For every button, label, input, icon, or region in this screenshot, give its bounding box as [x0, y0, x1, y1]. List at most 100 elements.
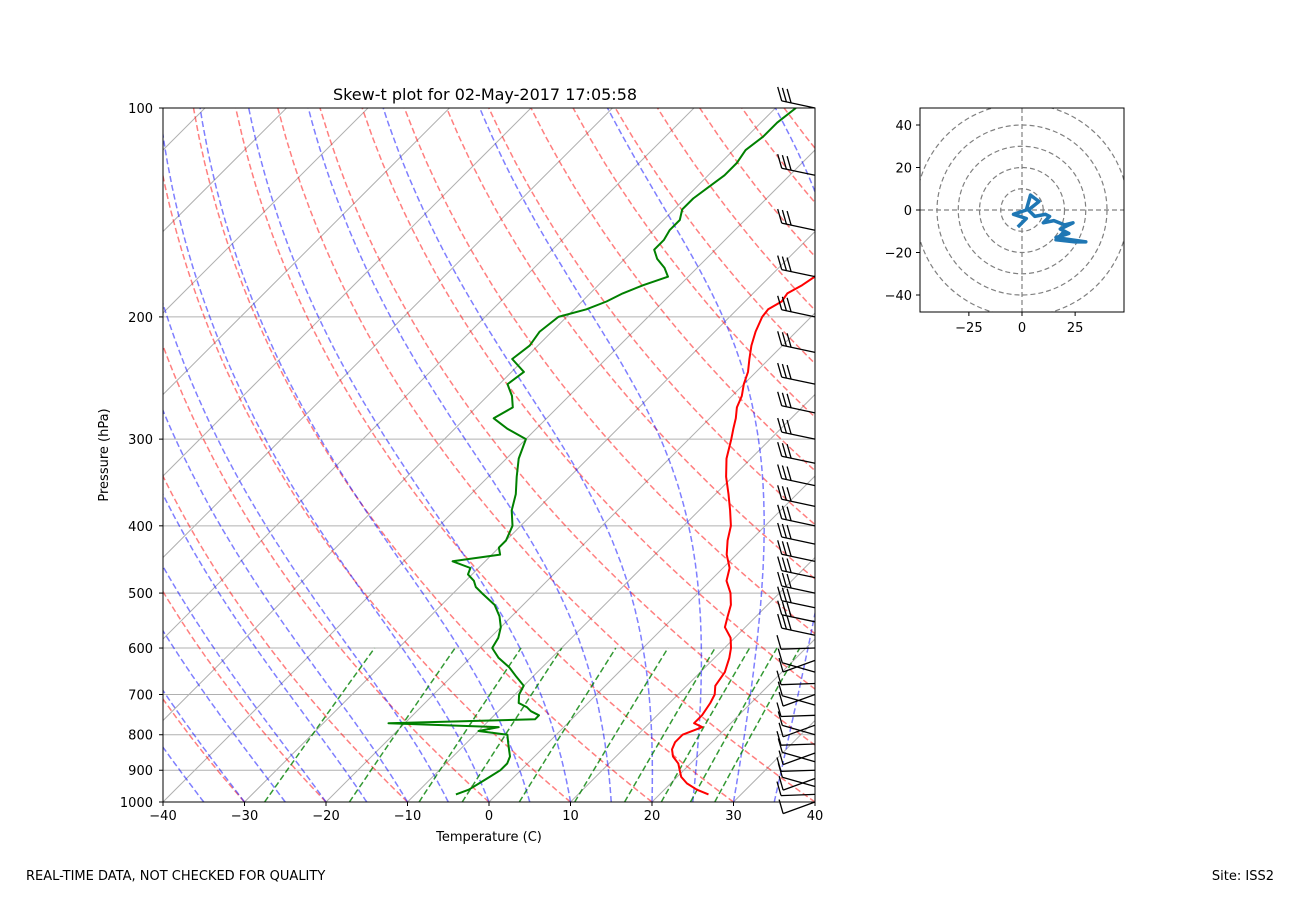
wind-barb	[777, 522, 816, 545]
wind-barbs	[776, 86, 816, 815]
skewt-plot: Skew-t plot for 02-May-2017 17:05:58 −40…	[0, 85, 823, 845]
wind-barb-staff	[780, 793, 816, 797]
wind-barb-flag	[786, 588, 792, 603]
wind-barb-flag	[786, 419, 792, 435]
wind-barb-flag	[786, 558, 792, 573]
wind-barb-staff	[782, 659, 816, 673]
wind-barb-flag	[776, 757, 782, 772]
wind-barb-flag	[777, 442, 783, 457]
wind-barb-flag	[777, 571, 783, 587]
wind-barb-flag	[778, 657, 784, 673]
wind-barb	[777, 391, 816, 414]
wind-barb	[777, 485, 816, 508]
wind-barb	[778, 750, 816, 766]
wind-barb-staff	[781, 167, 816, 176]
wind-barb	[778, 775, 816, 791]
wind-barb-staff	[782, 751, 816, 763]
wind-barb-flag	[777, 711, 783, 726]
isotherm-line	[0, 108, 42, 802]
wind-barb-flag	[781, 392, 788, 407]
wind-barb-flag	[777, 255, 783, 270]
hodo-y-tick-label: −40	[885, 289, 912, 304]
wind-barb-staff	[781, 477, 816, 487]
wind-barb-flag	[786, 542, 792, 557]
y-tick-label: 700	[128, 688, 153, 703]
quality-disclaimer: REAL-TIME DATA, NOT CHECKED FOR QUALITY	[26, 869, 326, 884]
wind-barb-flag	[777, 464, 783, 479]
wind-barb-flag	[781, 486, 788, 501]
wind-barb-staff	[781, 585, 816, 594]
isotherm-line	[244, 230, 815, 802]
hodograph-wind-line	[1011, 193, 1088, 244]
mixing-ratio-line	[714, 647, 801, 802]
y-tick-label: 600	[128, 642, 153, 657]
wind-barb	[777, 763, 816, 788]
wind-barb-flag	[781, 465, 788, 480]
wind-barb-flag	[781, 614, 788, 630]
mixing-ratio-line	[263, 647, 376, 802]
moist-adiabat-line	[163, 301, 449, 802]
y-tick-label: 800	[128, 729, 153, 744]
y-tick-label: 300	[128, 433, 153, 448]
x-tick-label: −10	[394, 809, 421, 824]
wind-barb-staff	[782, 662, 816, 673]
moist-adiabat-line	[307, 108, 613, 802]
moist-adiabat-line	[163, 129, 490, 802]
wind-barb-staff	[780, 714, 816, 718]
dry-adiabat-line	[614, 108, 815, 365]
wind-barb-staff	[781, 536, 816, 545]
moist-adiabat-line	[199, 108, 531, 802]
wind-barb-staff	[781, 518, 816, 527]
x-tick-label: −40	[149, 809, 176, 824]
dry-adiabat-line	[319, 108, 815, 747]
wind-barb-flag	[786, 364, 792, 380]
skewt-xlabel: Temperature (C)	[435, 830, 542, 845]
wind-barb	[777, 613, 816, 636]
mixing-ratio-line	[418, 647, 522, 802]
wind-barb	[777, 556, 816, 579]
wind-barb-flag	[777, 154, 783, 169]
wind-barb	[776, 757, 816, 773]
wind-barb-flag	[781, 443, 788, 458]
hodo-y-tick-label: 40	[895, 119, 912, 134]
wind-barb-staff	[781, 222, 816, 231]
wind-barb	[777, 586, 816, 609]
wind-barb	[777, 362, 816, 385]
wind-barb	[777, 442, 816, 464]
wind-barb	[778, 722, 816, 738]
wind-barb-staff	[781, 376, 816, 385]
skewt-series	[387, 108, 815, 796]
dry-adiabat-line	[192, 108, 653, 802]
wind-barb-flag	[778, 799, 784, 814]
isotherm-line	[325, 312, 815, 802]
wind-barb-flag	[786, 156, 792, 171]
wind-barb-staff	[781, 405, 816, 414]
wind-barb-flag	[778, 722, 784, 737]
moist-adiabat-line	[163, 564, 327, 802]
wind-barb-flag	[777, 600, 783, 615]
wind-barb-staff	[780, 769, 816, 773]
wind-barb-flag	[778, 691, 784, 707]
y-tick-label: 400	[128, 520, 153, 535]
wind-barb-flag	[777, 648, 783, 663]
wind-barb-flag	[781, 505, 788, 520]
wind-barb-flag	[786, 210, 792, 226]
wind-barb-staff	[782, 724, 816, 736]
dry-adiabat-line	[234, 108, 734, 802]
wind-barb-flag	[786, 257, 792, 272]
dry-adiabat-line	[163, 474, 409, 802]
wind-barb-flag	[777, 208, 783, 224]
wind-barb	[777, 295, 816, 318]
wind-barb-flag	[777, 485, 783, 500]
moist-adiabat-line	[163, 408, 409, 802]
wind-barb-flag	[781, 587, 788, 602]
wind-barb-staff	[782, 777, 816, 791]
dry-adiabat-line	[783, 108, 815, 150]
dry-adiabat-line	[163, 590, 327, 802]
hodo-x-tick-label: 25	[1067, 321, 1084, 336]
hodo-x-tick-label: 0	[1018, 321, 1026, 336]
wind-barb	[776, 702, 816, 718]
skewt-ylabel: Pressure (hPa)	[97, 408, 112, 501]
mixing-ratio-line	[348, 647, 456, 802]
x-tick-label: 10	[562, 809, 579, 824]
